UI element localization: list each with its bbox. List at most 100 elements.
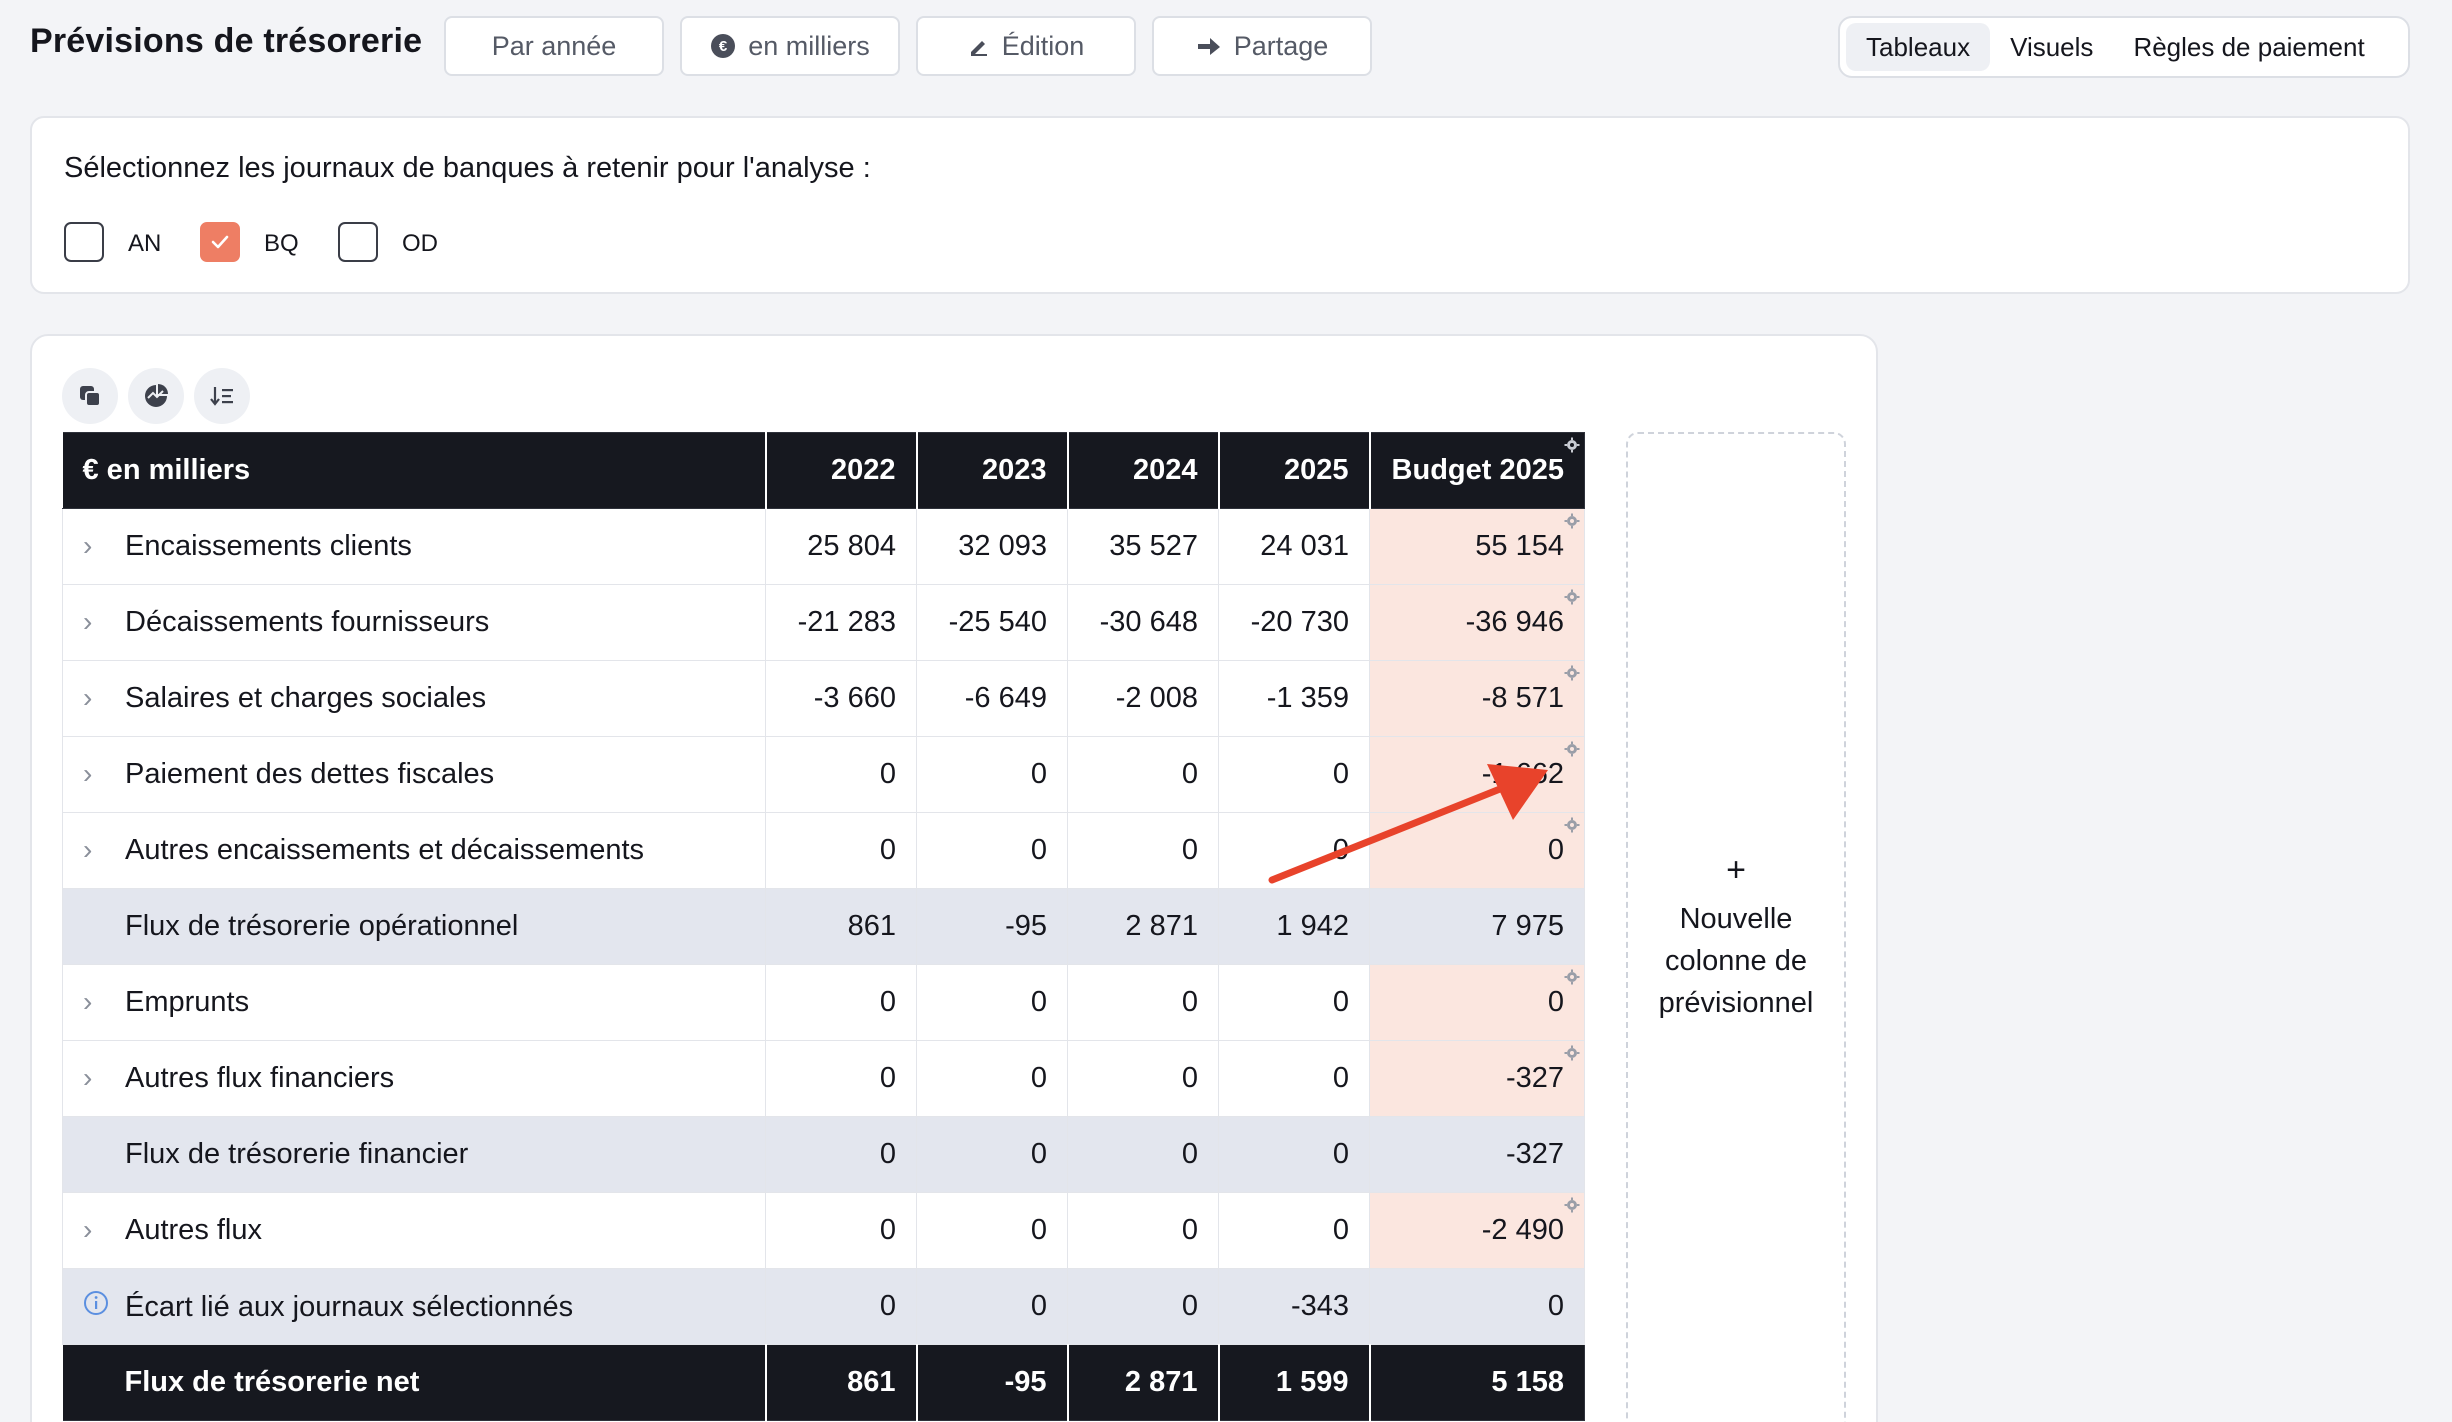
table-row[interactable]: › Autres flux financiers 0 0 0 0 -327 bbox=[62, 1040, 1585, 1117]
cell-value: 0 bbox=[1181, 1138, 1198, 1170]
chevron-right-icon[interactable]: › bbox=[83, 530, 93, 561]
new-forecast-column-button[interactable]: + Nouvelle colonne de prévisionnel bbox=[1626, 432, 1846, 1422]
sort-button[interactable] bbox=[194, 368, 250, 424]
en-milliers-label: en milliers bbox=[748, 30, 870, 61]
chevron-right-icon[interactable]: › bbox=[83, 1062, 93, 1093]
row-label-cell[interactable]: › Encaissements clients bbox=[62, 508, 766, 585]
checkbox-an[interactable] bbox=[64, 222, 104, 262]
budget-cell[interactable]: 55 154 bbox=[1369, 508, 1585, 585]
value-cell: 2 871 bbox=[1067, 888, 1219, 965]
cell-value: 0 bbox=[879, 758, 896, 790]
row-label-cell[interactable]: › Salaires et charges sociales bbox=[62, 660, 766, 737]
tab-tableaux[interactable]: Tableaux bbox=[1846, 23, 1991, 71]
value-cell: 0 bbox=[1218, 1192, 1370, 1269]
table-row[interactable]: › Décaissements fournisseurs -21 283 -25 54… bbox=[62, 584, 1585, 661]
table-row[interactable]: › Salaires et charges sociales -3 660 -6 64… bbox=[62, 660, 1585, 737]
checkbox-od[interactable] bbox=[338, 222, 378, 262]
value-cell: -95 bbox=[916, 888, 1068, 965]
gear-icon[interactable] bbox=[1564, 817, 1580, 833]
header-2024[interactable]: 2024 bbox=[1066, 432, 1219, 509]
budget-cell[interactable]: -8 571 bbox=[1369, 660, 1585, 737]
cell-value: 5 158 bbox=[1491, 1366, 1564, 1398]
value-cell: 0 bbox=[1067, 1192, 1219, 1269]
partage-button[interactable]: Partage bbox=[1152, 16, 1372, 76]
chevron-right-icon[interactable]: › bbox=[83, 606, 93, 637]
table-row[interactable]: › Encaissements clients 25 804 32 093 35 527… bbox=[62, 508, 1585, 585]
chart-button[interactable] bbox=[128, 368, 184, 424]
header-2022[interactable]: 2022 bbox=[764, 432, 917, 509]
value-cell: -95 bbox=[915, 1344, 1068, 1421]
value-cell: 0 bbox=[916, 1116, 1068, 1193]
row-label-cell[interactable]: › Paiement des dettes fiscales bbox=[62, 736, 766, 813]
table-row: Flux de trésorerie opérationnel 861 -95 2 8… bbox=[62, 888, 1585, 965]
row-label: Écart lié aux journaux sélectionnés bbox=[125, 1290, 574, 1323]
cell-value: 0 bbox=[1030, 1138, 1047, 1170]
checkbox-bq-label: BQ bbox=[264, 230, 299, 257]
copy-button[interactable] bbox=[62, 368, 118, 424]
chevron-right-icon[interactable]: › bbox=[83, 1214, 93, 1245]
gear-icon[interactable] bbox=[1564, 1045, 1580, 1061]
table-row[interactable]: › Autres flux 0 0 0 0 -2 490 bbox=[62, 1192, 1585, 1269]
table-row[interactable]: › Paiement des dettes fiscales 0 0 0 0 -1 662 bbox=[62, 736, 1585, 813]
chevron-right-icon[interactable]: › bbox=[83, 834, 93, 865]
budget-cell[interactable]: -2 490 bbox=[1369, 1192, 1585, 1269]
budget-cell[interactable]: -36 946 bbox=[1369, 584, 1585, 661]
gear-icon[interactable] bbox=[1564, 741, 1580, 757]
row-label-cell: Flux de trésorerie financier bbox=[62, 1116, 766, 1193]
value-cell: 0 bbox=[1218, 736, 1370, 813]
chevron-right-icon[interactable]: › bbox=[83, 986, 93, 1017]
chevron-right-icon[interactable]: › bbox=[83, 758, 93, 789]
table-header-row: € en milliers 2022 2023 2024 2025 Budget… bbox=[62, 432, 1585, 509]
edition-button[interactable]: Édition bbox=[916, 16, 1136, 76]
gear-icon[interactable] bbox=[1564, 437, 1580, 453]
cell-value: -21 283 bbox=[797, 606, 896, 638]
budget-cell[interactable]: 0 bbox=[1369, 812, 1585, 889]
budget-cell[interactable]: 0 bbox=[1369, 964, 1585, 1041]
cell-value: 0 bbox=[1181, 1290, 1198, 1322]
value-cell: 0 bbox=[1067, 964, 1219, 1041]
cell-value: 0 bbox=[1332, 1062, 1349, 1094]
row-label-cell[interactable]: › Décaissements fournisseurs bbox=[62, 584, 766, 661]
budget-cell[interactable]: -327 bbox=[1369, 1040, 1585, 1117]
table-row[interactable]: › Autres encaissements et décaissements 0 0… bbox=[62, 812, 1585, 889]
info-icon[interactable] bbox=[83, 1290, 125, 1316]
header-2025[interactable]: 2025 bbox=[1217, 432, 1370, 509]
row-label: Encaissements clients bbox=[125, 530, 412, 562]
row-label: Autres flux financiers bbox=[125, 1062, 395, 1094]
row-label-cell[interactable]: › Autres flux financiers bbox=[62, 1040, 766, 1117]
checkbox-od-label: OD bbox=[402, 230, 438, 257]
gear-icon[interactable] bbox=[1564, 665, 1580, 681]
gear-icon[interactable] bbox=[1564, 1197, 1580, 1213]
budget-cell[interactable]: -1 662 bbox=[1369, 736, 1585, 813]
page-title: Prévisions de trésorerie bbox=[30, 22, 423, 60]
row-label: Salaires et charges sociales bbox=[125, 682, 487, 714]
header-2023[interactable]: 2023 bbox=[915, 432, 1068, 509]
tab-visuels[interactable]: Visuels bbox=[2010, 31, 2094, 62]
plus-icon: + bbox=[1726, 850, 1746, 889]
header-budget-2025[interactable]: Budget 2025 bbox=[1368, 432, 1585, 509]
value-cell: 0 bbox=[1218, 964, 1370, 1041]
gear-icon[interactable] bbox=[1564, 513, 1580, 529]
cell-value: 0 bbox=[1030, 1290, 1047, 1322]
par-annee-button[interactable]: Par année bbox=[444, 16, 664, 76]
value-cell: 861 bbox=[764, 1344, 917, 1421]
row-label-cell: Flux de trésorerie net bbox=[62, 1344, 766, 1421]
value-cell: 0 bbox=[765, 1116, 917, 1193]
cell-value: 0 bbox=[1332, 986, 1349, 1018]
row-label: Flux de trésorerie net bbox=[124, 1366, 420, 1398]
row-label-cell[interactable]: › Autres flux bbox=[62, 1192, 766, 1269]
checkbox-bq[interactable] bbox=[200, 222, 240, 262]
gear-icon[interactable] bbox=[1564, 589, 1580, 605]
row-label-cell[interactable]: › Autres encaissements et décaissements bbox=[62, 812, 766, 889]
row-label-cell[interactable]: › Emprunts bbox=[62, 964, 766, 1041]
en-milliers-button[interactable]: € en milliers bbox=[680, 16, 900, 76]
cell-value: 0 bbox=[1181, 1214, 1198, 1246]
gear-icon[interactable] bbox=[1564, 969, 1580, 985]
cell-value: 0 bbox=[1332, 834, 1349, 866]
cell-value: 0 bbox=[1547, 834, 1564, 866]
journal-selection-card: Sélectionnez les journaux de banques à r… bbox=[30, 116, 2410, 294]
table-row[interactable]: › Emprunts 0 0 0 0 0 bbox=[62, 964, 1585, 1041]
value-cell: 0 bbox=[1218, 1040, 1370, 1117]
tab-regles-de-paiement[interactable]: Règles de paiement bbox=[2133, 31, 2365, 62]
chevron-right-icon[interactable]: › bbox=[83, 682, 93, 713]
